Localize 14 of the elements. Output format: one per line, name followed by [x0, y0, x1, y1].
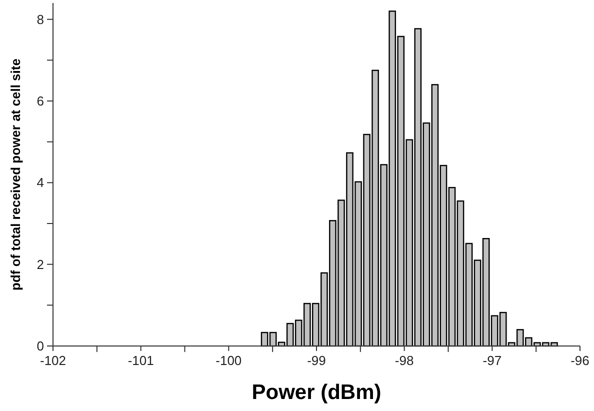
x-tick-label: -101 [128, 353, 154, 368]
x-tick-label: -99 [307, 353, 326, 368]
x-axis-title: Power (dBm) [252, 381, 382, 404]
y-tick-label: 4 [36, 175, 44, 190]
y-tick-label: 0 [36, 338, 44, 354]
y-tick-label: 2 [36, 256, 44, 272]
x-tick-label: -98 [394, 353, 414, 368]
y-tick-label: 8 [36, 12, 44, 27]
y-axis-title: pdf of total received power at cell site [8, 58, 23, 290]
x-tick-label: -102 [40, 353, 66, 368]
x-tick-label: -97 [482, 353, 502, 368]
x-tick-label: -96 [570, 353, 590, 368]
x-tick-label: -100 [216, 353, 242, 368]
y-tick-label: 6 [36, 94, 44, 109]
